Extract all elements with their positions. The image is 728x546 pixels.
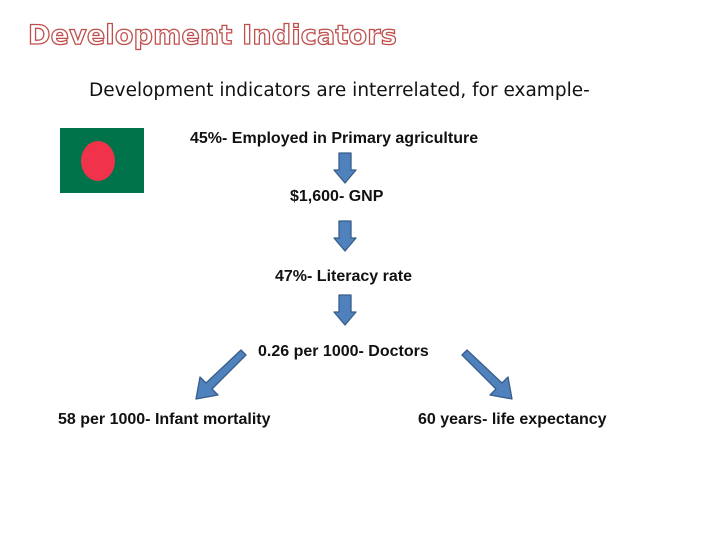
node-literacy: 47%- Literacy rate <box>275 268 412 285</box>
slide-subtitle: Development indicators are interrelated,… <box>89 80 590 101</box>
node-life-expectancy: 60 years- life expectancy <box>418 411 607 428</box>
arrow-down-right-icon <box>461 349 513 400</box>
slide-title: Development Indicators <box>27 19 398 51</box>
bangladesh-flag-icon <box>60 128 144 193</box>
node-gnp: $1,600- GNP <box>290 188 384 205</box>
arrow-down-icon <box>333 294 357 326</box>
node-agriculture: 45%- Employed in Primary agriculture <box>190 130 479 147</box>
arrow-down-icon <box>333 220 357 252</box>
node-doctors: 0.26 per 1000- Doctors <box>258 343 429 360</box>
flag-red-disc <box>81 141 115 181</box>
node-infant-mortality: 58 per 1000- Infant mortality <box>58 411 271 428</box>
arrow-down-icon <box>333 152 357 184</box>
arrow-down-left-icon <box>195 349 247 400</box>
